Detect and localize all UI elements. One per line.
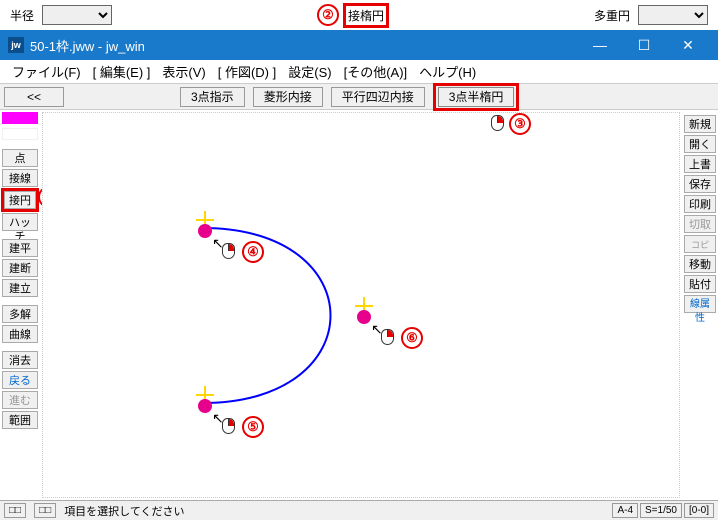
mouse-icon: [381, 329, 394, 345]
lsb-erase[interactable]: 消去: [2, 351, 38, 369]
top-options-bar: 半径 ② 接楕円 多重円: [0, 0, 718, 30]
menu-other[interactable]: [その他(A)]: [340, 60, 412, 83]
tangent-ellipse-label: 接楕円: [348, 9, 384, 23]
menu-draw[interactable]: [ 作図(D) ]: [214, 60, 281, 83]
multi-circle-select[interactable]: [638, 5, 708, 25]
title-bar: jw 50-1枠.jww - jw_win — ☐ ✕: [0, 30, 718, 60]
app-icon: jw: [8, 37, 24, 53]
click-point-6: ↖ ⑥: [357, 299, 371, 313]
rsb-print[interactable]: 印刷: [684, 195, 716, 213]
lsb-multi[interactable]: 多解: [2, 305, 38, 323]
menu-view[interactable]: 表示(V): [158, 60, 209, 83]
status-scale[interactable]: S=1/50: [640, 503, 682, 518]
status-box-1: □□: [4, 503, 26, 518]
tool-rhombus[interactable]: 菱形内接: [253, 87, 323, 107]
left-sidebar: 点 接線 接円 ① ハッチ 建平 建断 建立 多解 曲線 消去 戻る 進む 範囲: [0, 110, 40, 500]
color-swatch-1[interactable]: [2, 112, 38, 124]
lsb-tangent-line[interactable]: 接線: [2, 169, 38, 187]
right-sidebar: 新規 開く 上書 保存 印刷 切取 コピー 移動 貼付 線属性: [682, 110, 718, 500]
status-message: 項目を選択してください: [64, 503, 184, 519]
toolbar: << 3点指示 菱形内接 平行四辺内接 3点半楕円: [0, 84, 718, 110]
color-swatch-2[interactable]: [2, 128, 38, 140]
status-paper[interactable]: A-4: [612, 503, 638, 518]
lsb-section[interactable]: 建断: [2, 259, 38, 277]
rsb-new[interactable]: 新規: [684, 115, 716, 133]
rsb-save[interactable]: 上書: [684, 155, 716, 173]
radius-label: 半径: [10, 7, 34, 24]
top-center-group: ② 接楕円: [317, 3, 389, 28]
lsb-hatch[interactable]: ハッチ: [2, 213, 38, 231]
canvas[interactable]: ③ ↖ ④ ↖ ⑤ ↖ ⑥: [42, 112, 680, 498]
point-marker-icon: [198, 224, 212, 238]
minimize-button[interactable]: —: [578, 30, 622, 60]
lsb-undo[interactable]: 戻る: [2, 371, 38, 389]
mouse-icon: [222, 418, 235, 434]
window-title: 50-1枠.jww - jw_win: [30, 36, 578, 55]
annotation-4: ④: [242, 241, 264, 263]
lsb-elev[interactable]: 建立: [2, 279, 38, 297]
rsb-open[interactable]: 開く: [684, 135, 716, 153]
mouse-icon: [222, 243, 235, 259]
click-point-5: ↖ ⑤: [198, 388, 212, 402]
rsb-move[interactable]: 移動: [684, 255, 716, 273]
annotation-2: ②: [317, 4, 339, 26]
lsb-range[interactable]: 範囲: [2, 411, 38, 429]
lsb-plan[interactable]: 建平: [2, 239, 38, 257]
click-point-4: ↖ ④: [198, 213, 212, 227]
rsb-copy[interactable]: コピー: [684, 235, 716, 253]
menu-edit[interactable]: [ 編集(E) ]: [89, 60, 155, 83]
lsb-redo[interactable]: 進む: [2, 391, 38, 409]
radius-select[interactable]: [42, 5, 112, 25]
tool-half-ellipse[interactable]: 3点半楕円: [438, 87, 515, 107]
rsb-cut[interactable]: 切取: [684, 215, 716, 233]
main-area: 点 接線 接円 ① ハッチ 建平 建断 建立 多解 曲線 消去 戻る 進む 範囲…: [0, 110, 718, 500]
back-button[interactable]: <<: [4, 87, 64, 107]
status-layer[interactable]: [0-0]: [684, 503, 714, 518]
rsb-lineattr[interactable]: 線属性: [684, 295, 716, 313]
tool-3point[interactable]: 3点指示: [180, 87, 245, 107]
menu-file[interactable]: ファイル(F): [8, 60, 85, 83]
tangent-ellipse-box: 接楕円: [343, 3, 389, 28]
menu-help[interactable]: ヘルプ(H): [415, 60, 480, 83]
maximize-button[interactable]: ☐: [622, 30, 666, 60]
lsb-point[interactable]: 点: [2, 149, 38, 167]
rsb-paste[interactable]: 貼付: [684, 275, 716, 293]
tool-half-ellipse-box: 3点半楕円: [433, 83, 520, 111]
rsb-saveas[interactable]: 保存: [684, 175, 716, 193]
annotation-5: ⑤: [242, 416, 264, 438]
menu-settings[interactable]: 設定(S): [284, 60, 335, 83]
lsb-curve[interactable]: 曲線: [2, 325, 38, 343]
menu-bar: ファイル(F) [ 編集(E) ] 表示(V) [ 作図(D) ] 設定(S) …: [0, 60, 718, 84]
point-marker-icon: [357, 310, 371, 324]
close-button[interactable]: ✕: [666, 30, 710, 60]
tool-parallel[interactable]: 平行四辺内接: [331, 87, 425, 107]
point-marker-icon: [198, 399, 212, 413]
lsb-tangent-circle[interactable]: 接円: [4, 191, 36, 209]
annotation-6: ⑥: [401, 327, 423, 349]
status-bar: □□ □□ 項目を選択してください A-4 S=1/50 [0-0]: [0, 500, 718, 520]
multi-circle-label: 多重円: [594, 7, 630, 24]
status-box-2: □□: [34, 503, 56, 518]
